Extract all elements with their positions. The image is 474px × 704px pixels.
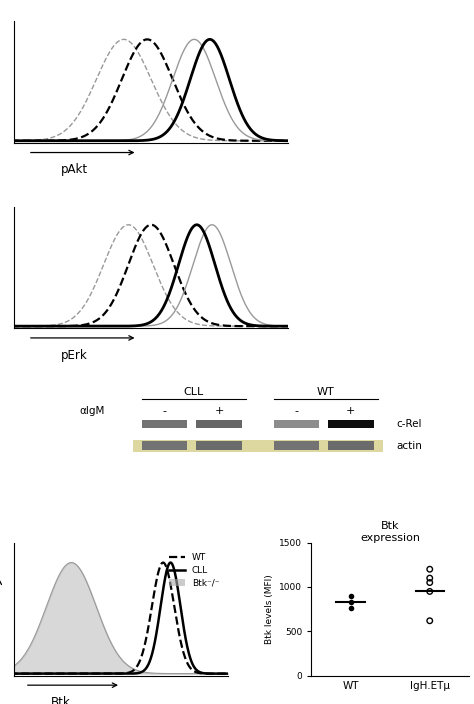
Bar xyxy=(328,441,374,450)
Legend: unstimulated WT, unstimulated CLL, αIgκ WT, αIgκ CLL: unstimulated WT, unstimulated CLL, αIgκ … xyxy=(280,51,393,108)
Text: CLL: CLL xyxy=(184,387,204,398)
Point xyxy=(347,603,355,614)
Point xyxy=(426,577,434,588)
Text: actin: actin xyxy=(396,441,422,451)
Point xyxy=(426,572,434,584)
Text: c-Rel: c-Rel xyxy=(396,419,422,429)
Text: -: - xyxy=(294,406,298,416)
Y-axis label: Btk levels (MFI): Btk levels (MFI) xyxy=(264,574,273,644)
Legend: unstimulated WT, unstimulated CLL, αIgκ WT, αIgκ CLL: unstimulated WT, unstimulated CLL, αIgκ … xyxy=(280,236,393,294)
Legend: WT, CLL, Btk⁻/⁻: WT, CLL, Btk⁻/⁻ xyxy=(165,550,223,591)
Point xyxy=(347,596,355,608)
Text: pAkt: pAkt xyxy=(61,163,88,177)
Text: WT: WT xyxy=(317,387,335,398)
Text: +: + xyxy=(346,406,356,416)
Bar xyxy=(142,420,187,429)
Bar xyxy=(196,441,242,450)
Text: Btk: Btk xyxy=(51,696,71,704)
Bar xyxy=(133,440,383,452)
Text: αIgM: αIgM xyxy=(80,406,105,416)
Point xyxy=(426,586,434,597)
Bar xyxy=(196,420,242,429)
Text: -: - xyxy=(163,406,166,416)
Bar xyxy=(273,441,319,450)
Point xyxy=(426,564,434,575)
Bar xyxy=(142,441,187,450)
Bar xyxy=(273,420,319,429)
Text: +: + xyxy=(214,406,224,416)
Point xyxy=(347,590,355,601)
Title: Btk
expression: Btk expression xyxy=(360,521,420,543)
Bar xyxy=(328,420,374,429)
Point xyxy=(426,615,434,627)
Text: pErk: pErk xyxy=(61,349,88,362)
